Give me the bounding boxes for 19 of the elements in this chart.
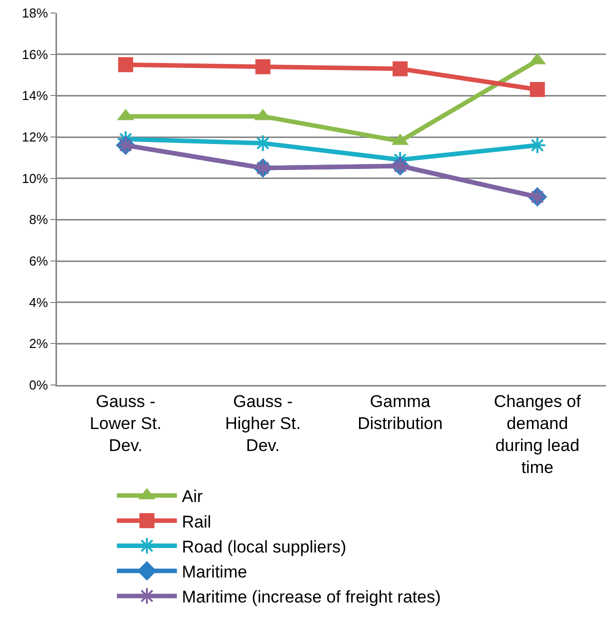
legend-label: Rail (182, 512, 212, 532)
y-tick-label: 4% (29, 294, 48, 310)
x-tick-label: Gauss - Lower St. Dev. (90, 392, 162, 456)
y-tick-label: 14% (22, 88, 48, 104)
x-tick-label: Gamma Distribution (358, 392, 443, 433)
y-tick-label: 6% (29, 254, 48, 269)
legend-label: Maritime (182, 562, 248, 582)
y-tick-label: 12% (22, 130, 48, 145)
y-tick-label: 2% (29, 336, 48, 352)
x-tick-label: Changes of demand during lead time (494, 392, 582, 478)
y-tick-label: 18% (22, 6, 48, 21)
y-tick-label: 8% (29, 212, 48, 228)
y-tick-label: 16% (22, 46, 48, 62)
y-tick-label: 10% (22, 170, 48, 186)
legend-label: Air (182, 487, 204, 506)
x-tick-label: Gauss - Higher St. Dev. (225, 392, 301, 456)
legend-label: Road (local suppliers) (182, 537, 346, 556)
y-tick-label: 0% (29, 378, 48, 393)
legend-label: Maritime (increase of freight rates) (182, 588, 441, 607)
